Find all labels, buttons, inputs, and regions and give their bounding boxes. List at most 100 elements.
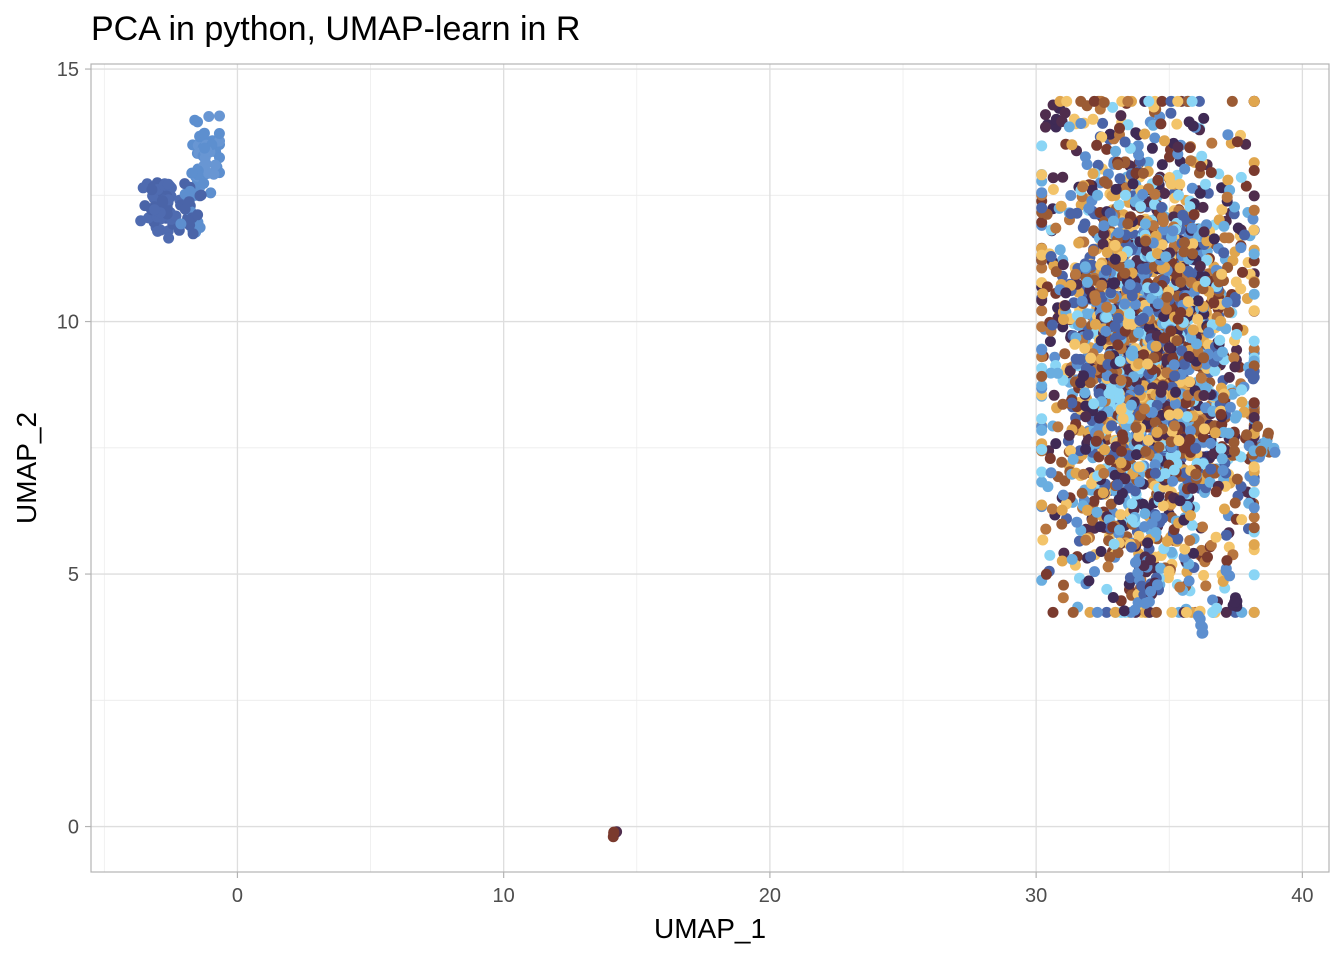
data-point xyxy=(1208,233,1220,245)
data-point xyxy=(1091,506,1103,518)
data-point xyxy=(1054,244,1066,256)
data-point xyxy=(1125,541,1137,553)
data-point xyxy=(1082,504,1093,516)
data-point xyxy=(1248,157,1260,169)
data-point xyxy=(199,142,211,154)
data-point xyxy=(1186,519,1198,531)
data-point xyxy=(1237,266,1248,278)
data-point xyxy=(1092,189,1104,201)
data-point xyxy=(1165,450,1177,462)
data-point xyxy=(1096,279,1108,291)
x-axis-title: UMAP_1 xyxy=(654,913,766,944)
data-point xyxy=(1190,442,1202,454)
data-point xyxy=(1069,338,1081,350)
data-point xyxy=(1036,249,1048,261)
grid xyxy=(91,64,1329,872)
x-tick-label: 20 xyxy=(759,885,781,907)
data-point xyxy=(1196,150,1208,162)
data-point xyxy=(1089,566,1100,578)
data-point xyxy=(1075,118,1087,129)
data-point xyxy=(1088,225,1100,237)
data-point xyxy=(1187,324,1199,336)
data-point xyxy=(1059,107,1071,119)
data-point xyxy=(1091,606,1103,618)
data-point xyxy=(1140,445,1152,457)
data-point xyxy=(1048,389,1060,401)
data-point xyxy=(213,128,225,139)
data-point xyxy=(1255,445,1267,457)
data-point xyxy=(1102,561,1114,573)
data-point xyxy=(1194,187,1206,199)
data-point xyxy=(1202,187,1214,199)
data-point xyxy=(1139,403,1150,415)
data-point xyxy=(1040,121,1051,133)
data-point xyxy=(1220,606,1232,618)
data-point xyxy=(1195,160,1207,172)
data-point xyxy=(1088,398,1100,410)
data-point xyxy=(1097,117,1109,129)
data-point xyxy=(1055,200,1067,212)
data-point xyxy=(1040,523,1052,535)
data-point xyxy=(1115,509,1127,521)
data-point xyxy=(1165,107,1177,119)
data-point xyxy=(1065,190,1077,201)
data-point xyxy=(1229,445,1240,457)
data-point xyxy=(1045,251,1057,262)
data-point xyxy=(1117,413,1129,425)
data-point xyxy=(1173,435,1185,447)
data-point xyxy=(1152,248,1163,260)
data-point xyxy=(149,204,161,216)
data-point xyxy=(1215,409,1227,420)
data-point xyxy=(1047,606,1059,618)
data-point xyxy=(1236,384,1248,396)
data-point xyxy=(1109,239,1121,251)
data-point xyxy=(1119,473,1131,485)
data-point xyxy=(1248,539,1260,551)
data-point xyxy=(1036,187,1048,199)
data-point xyxy=(1057,592,1069,604)
data-point xyxy=(1192,295,1204,307)
data-point xyxy=(1056,555,1068,567)
data-point xyxy=(1229,497,1241,509)
data-point xyxy=(1066,553,1078,565)
data-point xyxy=(1091,139,1103,151)
data-point xyxy=(1058,314,1069,325)
data-point xyxy=(194,190,206,202)
data-point xyxy=(1173,189,1184,201)
data-point xyxy=(1099,176,1110,188)
data-point xyxy=(1165,178,1177,190)
data-point xyxy=(1087,113,1099,125)
data-point xyxy=(1057,489,1069,501)
data-point xyxy=(1163,342,1175,354)
data-point xyxy=(1036,202,1048,214)
data-point xyxy=(1248,95,1260,107)
data-point xyxy=(137,182,149,194)
data-point xyxy=(1094,521,1106,533)
data-point xyxy=(1036,499,1048,511)
data-point xyxy=(1260,436,1272,448)
data-point xyxy=(1036,305,1048,317)
data-point xyxy=(1216,204,1228,216)
data-point xyxy=(1218,220,1230,232)
data-point xyxy=(1198,390,1210,401)
data-point xyxy=(1185,155,1197,167)
data-point xyxy=(1068,297,1080,309)
data-point xyxy=(1248,190,1260,202)
data-point xyxy=(1248,165,1260,176)
data-point xyxy=(1248,343,1260,355)
data-point xyxy=(1159,468,1171,480)
data-point xyxy=(1049,351,1061,363)
data-point xyxy=(1252,421,1263,432)
data-point xyxy=(1133,461,1145,473)
data-point xyxy=(1139,128,1151,140)
data-point xyxy=(1098,220,1110,232)
data-point xyxy=(1134,476,1146,488)
data-point xyxy=(1217,465,1229,476)
data-point xyxy=(1040,568,1052,580)
x-tick-label: 10 xyxy=(493,885,515,907)
data-point xyxy=(198,177,210,189)
data-point xyxy=(1106,420,1118,432)
data-point xyxy=(1112,159,1124,171)
data-point xyxy=(1133,358,1145,370)
data-point xyxy=(1248,461,1260,473)
